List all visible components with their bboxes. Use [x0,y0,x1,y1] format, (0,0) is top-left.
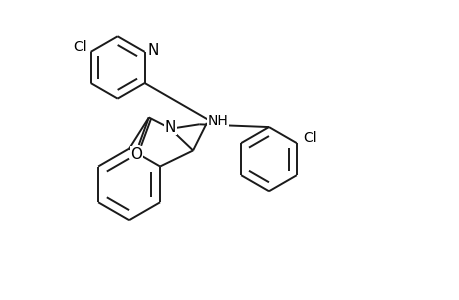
Text: N: N [147,44,158,59]
Text: Cl: Cl [302,130,316,145]
Text: Cl: Cl [73,40,87,54]
Text: N: N [164,120,176,135]
Text: NH: NH [207,114,228,128]
Text: O: O [130,147,142,162]
